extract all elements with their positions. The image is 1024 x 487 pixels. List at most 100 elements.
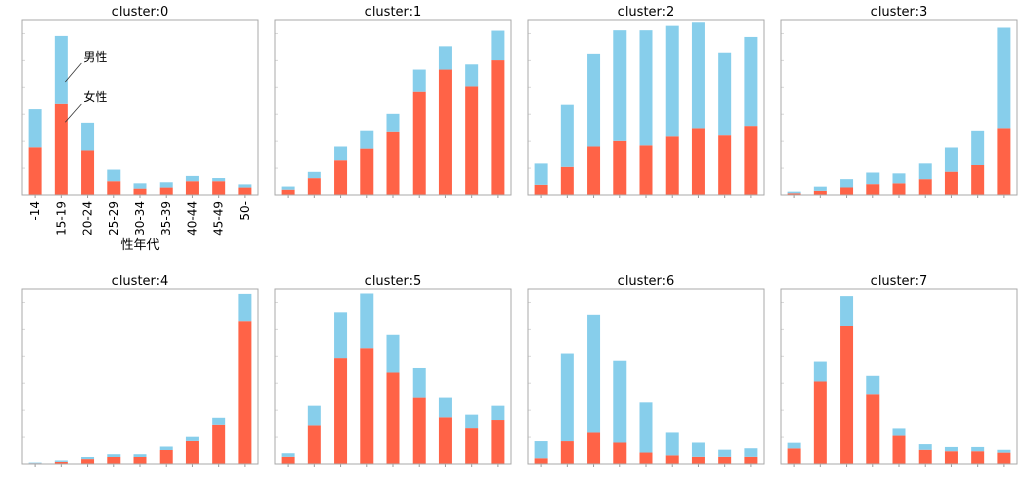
bar-male xyxy=(412,69,426,92)
bar-female xyxy=(81,459,95,464)
chart-panel-0: cluster:0 -14 15-19 20-24 25-29 30-34 35-39 40-… xyxy=(21,5,259,253)
bar-female xyxy=(107,181,121,195)
bar-male xyxy=(107,169,121,182)
x-tick-label: 30-34 xyxy=(133,201,147,236)
bar-female xyxy=(639,452,653,464)
bar-female xyxy=(813,190,827,195)
chart-panel-2: cluster:2 xyxy=(527,5,765,198)
bar-male xyxy=(918,444,932,450)
panel-title: cluster:6 xyxy=(618,274,675,289)
bar-female xyxy=(691,456,705,464)
chart-panel-7: cluster:7 xyxy=(780,274,1018,467)
bar-male xyxy=(691,22,705,129)
bar-female xyxy=(613,140,627,195)
bar-female xyxy=(587,146,601,195)
bar-male xyxy=(438,46,452,70)
bar-female xyxy=(944,451,958,464)
bar-male xyxy=(334,312,348,359)
bar-male xyxy=(465,64,479,87)
bar-female xyxy=(744,126,758,195)
plot-frame xyxy=(21,288,259,465)
bar-male xyxy=(613,30,627,141)
bar-male xyxy=(534,441,548,459)
chart-panel-6: cluster:6 xyxy=(527,274,765,467)
bar-male xyxy=(491,405,505,421)
bar-female xyxy=(133,188,147,195)
bar-female xyxy=(944,171,958,195)
x-tick-label: 20-24 xyxy=(81,201,95,236)
bar-male xyxy=(587,314,601,433)
bar-female xyxy=(28,147,42,195)
plot-frame xyxy=(780,19,1018,196)
bar-female xyxy=(360,148,374,195)
bar-male xyxy=(28,462,42,464)
bar-female xyxy=(560,441,574,464)
bar-female xyxy=(971,165,985,195)
bar-female xyxy=(840,325,854,464)
bar-male xyxy=(212,178,226,182)
plot-frame xyxy=(274,288,512,465)
bar-female xyxy=(281,189,295,195)
chart-panel-5: cluster:5 xyxy=(274,274,512,467)
panel-title: cluster:7 xyxy=(871,274,928,289)
bar-female xyxy=(866,184,880,195)
bar-female xyxy=(360,348,374,464)
x-tick-label: 45-49 xyxy=(212,201,226,236)
bar-male xyxy=(840,179,854,188)
bar-female xyxy=(787,193,801,195)
bar-female xyxy=(866,394,880,464)
bar-male xyxy=(28,109,42,148)
x-tick-label: -14 xyxy=(28,201,42,221)
bar-male xyxy=(971,446,985,452)
female-annotation-line xyxy=(65,103,82,123)
bar-female xyxy=(665,455,679,464)
chart-panel-1: cluster:1 xyxy=(274,5,512,198)
bar-female xyxy=(185,440,199,464)
bar-male xyxy=(892,173,906,184)
bar-male xyxy=(159,182,173,188)
bar-male xyxy=(360,130,374,149)
bar-female xyxy=(840,187,854,195)
bar-female xyxy=(438,69,452,195)
bar-male xyxy=(465,414,479,429)
bar-female xyxy=(54,461,68,464)
bar-female xyxy=(307,425,321,464)
bar-female xyxy=(159,187,173,195)
bar-male xyxy=(81,457,95,460)
bar-male xyxy=(238,293,252,322)
bar-male xyxy=(281,453,295,457)
bar-male xyxy=(159,446,173,450)
bar-female xyxy=(744,456,758,464)
bar-male xyxy=(866,172,880,185)
bar-male xyxy=(360,293,374,349)
bar-female xyxy=(560,166,574,195)
bar-male xyxy=(997,27,1011,129)
bar-female xyxy=(534,458,548,464)
bar-female xyxy=(212,181,226,195)
bar-male xyxy=(107,454,121,457)
x-tick-label: 35-39 xyxy=(159,201,173,236)
chart-panel-3: cluster:3 xyxy=(780,5,1018,198)
bar-female xyxy=(892,183,906,195)
bar-male xyxy=(971,130,985,165)
bar-male xyxy=(718,449,732,457)
bar-female xyxy=(787,448,801,464)
bar-female xyxy=(334,160,348,195)
bar-female xyxy=(159,450,173,464)
plot-frame xyxy=(780,288,1018,465)
bar-male xyxy=(944,147,958,172)
bar-male xyxy=(639,30,653,146)
bar-male xyxy=(787,191,801,194)
bar-male xyxy=(54,460,68,462)
bar-female xyxy=(81,150,95,195)
bar-male xyxy=(587,53,601,147)
bar-male xyxy=(281,186,295,190)
bar-female xyxy=(691,128,705,195)
bar-female xyxy=(613,442,627,464)
panel-title: cluster:5 xyxy=(365,274,422,289)
bar-female xyxy=(412,397,426,464)
panel-title: cluster:3 xyxy=(871,5,928,20)
bar-female xyxy=(534,184,548,195)
bar-male xyxy=(866,375,880,395)
bar-male xyxy=(438,397,452,418)
